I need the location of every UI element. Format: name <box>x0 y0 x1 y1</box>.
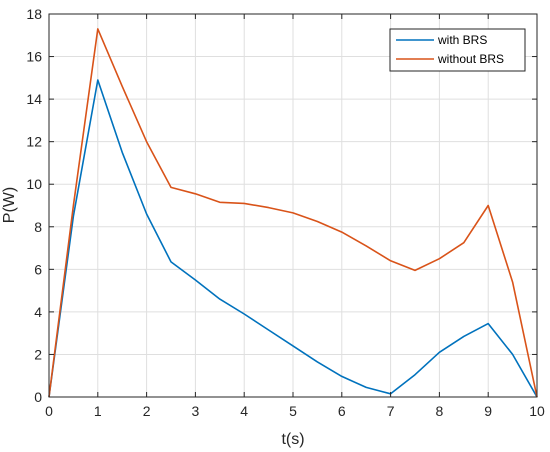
x-tick-label: 9 <box>484 403 492 419</box>
x-tick-labels: 0 1 2 3 4 5 6 7 8 9 10 <box>45 403 545 419</box>
x-tick-label: 2 <box>143 403 151 419</box>
x-tick-label: 0 <box>45 403 53 419</box>
x-tick-label: 3 <box>192 403 200 419</box>
y-tick-label: 14 <box>26 91 42 107</box>
x-tick-label: 4 <box>240 403 248 419</box>
y-axis-label: P(W) <box>1 187 18 223</box>
y-tick-label: 6 <box>34 261 42 277</box>
legend-box <box>389 28 526 72</box>
x-tick-label: 8 <box>436 403 444 419</box>
y-tick-label: 8 <box>34 219 42 235</box>
series-line-without-brs <box>48 28 538 398</box>
y-tick-label: 12 <box>26 134 42 150</box>
y-tick-label: 4 <box>34 304 42 320</box>
y-tick-label: 10 <box>26 176 42 192</box>
legend-label-without-brs: without BRS <box>437 52 504 66</box>
legend-label-with-brs: with BRS <box>437 33 487 47</box>
series-lines <box>48 28 538 398</box>
y-tick-label: 18 <box>26 6 42 22</box>
y-tick-label: 2 <box>34 346 42 362</box>
legend: with BRS without BRS <box>389 28 526 72</box>
x-tick-label: 10 <box>529 403 545 419</box>
x-tick-label: 6 <box>338 403 346 419</box>
y-tick-labels: 0 2 4 6 8 10 12 14 16 18 <box>26 6 42 405</box>
x-tick-label: 1 <box>94 403 102 419</box>
axis-ticks <box>48 13 538 398</box>
x-tick-label: 7 <box>387 403 395 419</box>
y-tick-label: 0 <box>34 389 42 405</box>
y-tick-label: 16 <box>26 49 42 65</box>
series-line-with-brs <box>48 79 538 398</box>
x-axis-label: t(s) <box>281 431 304 448</box>
x-tick-label: 5 <box>289 403 297 419</box>
